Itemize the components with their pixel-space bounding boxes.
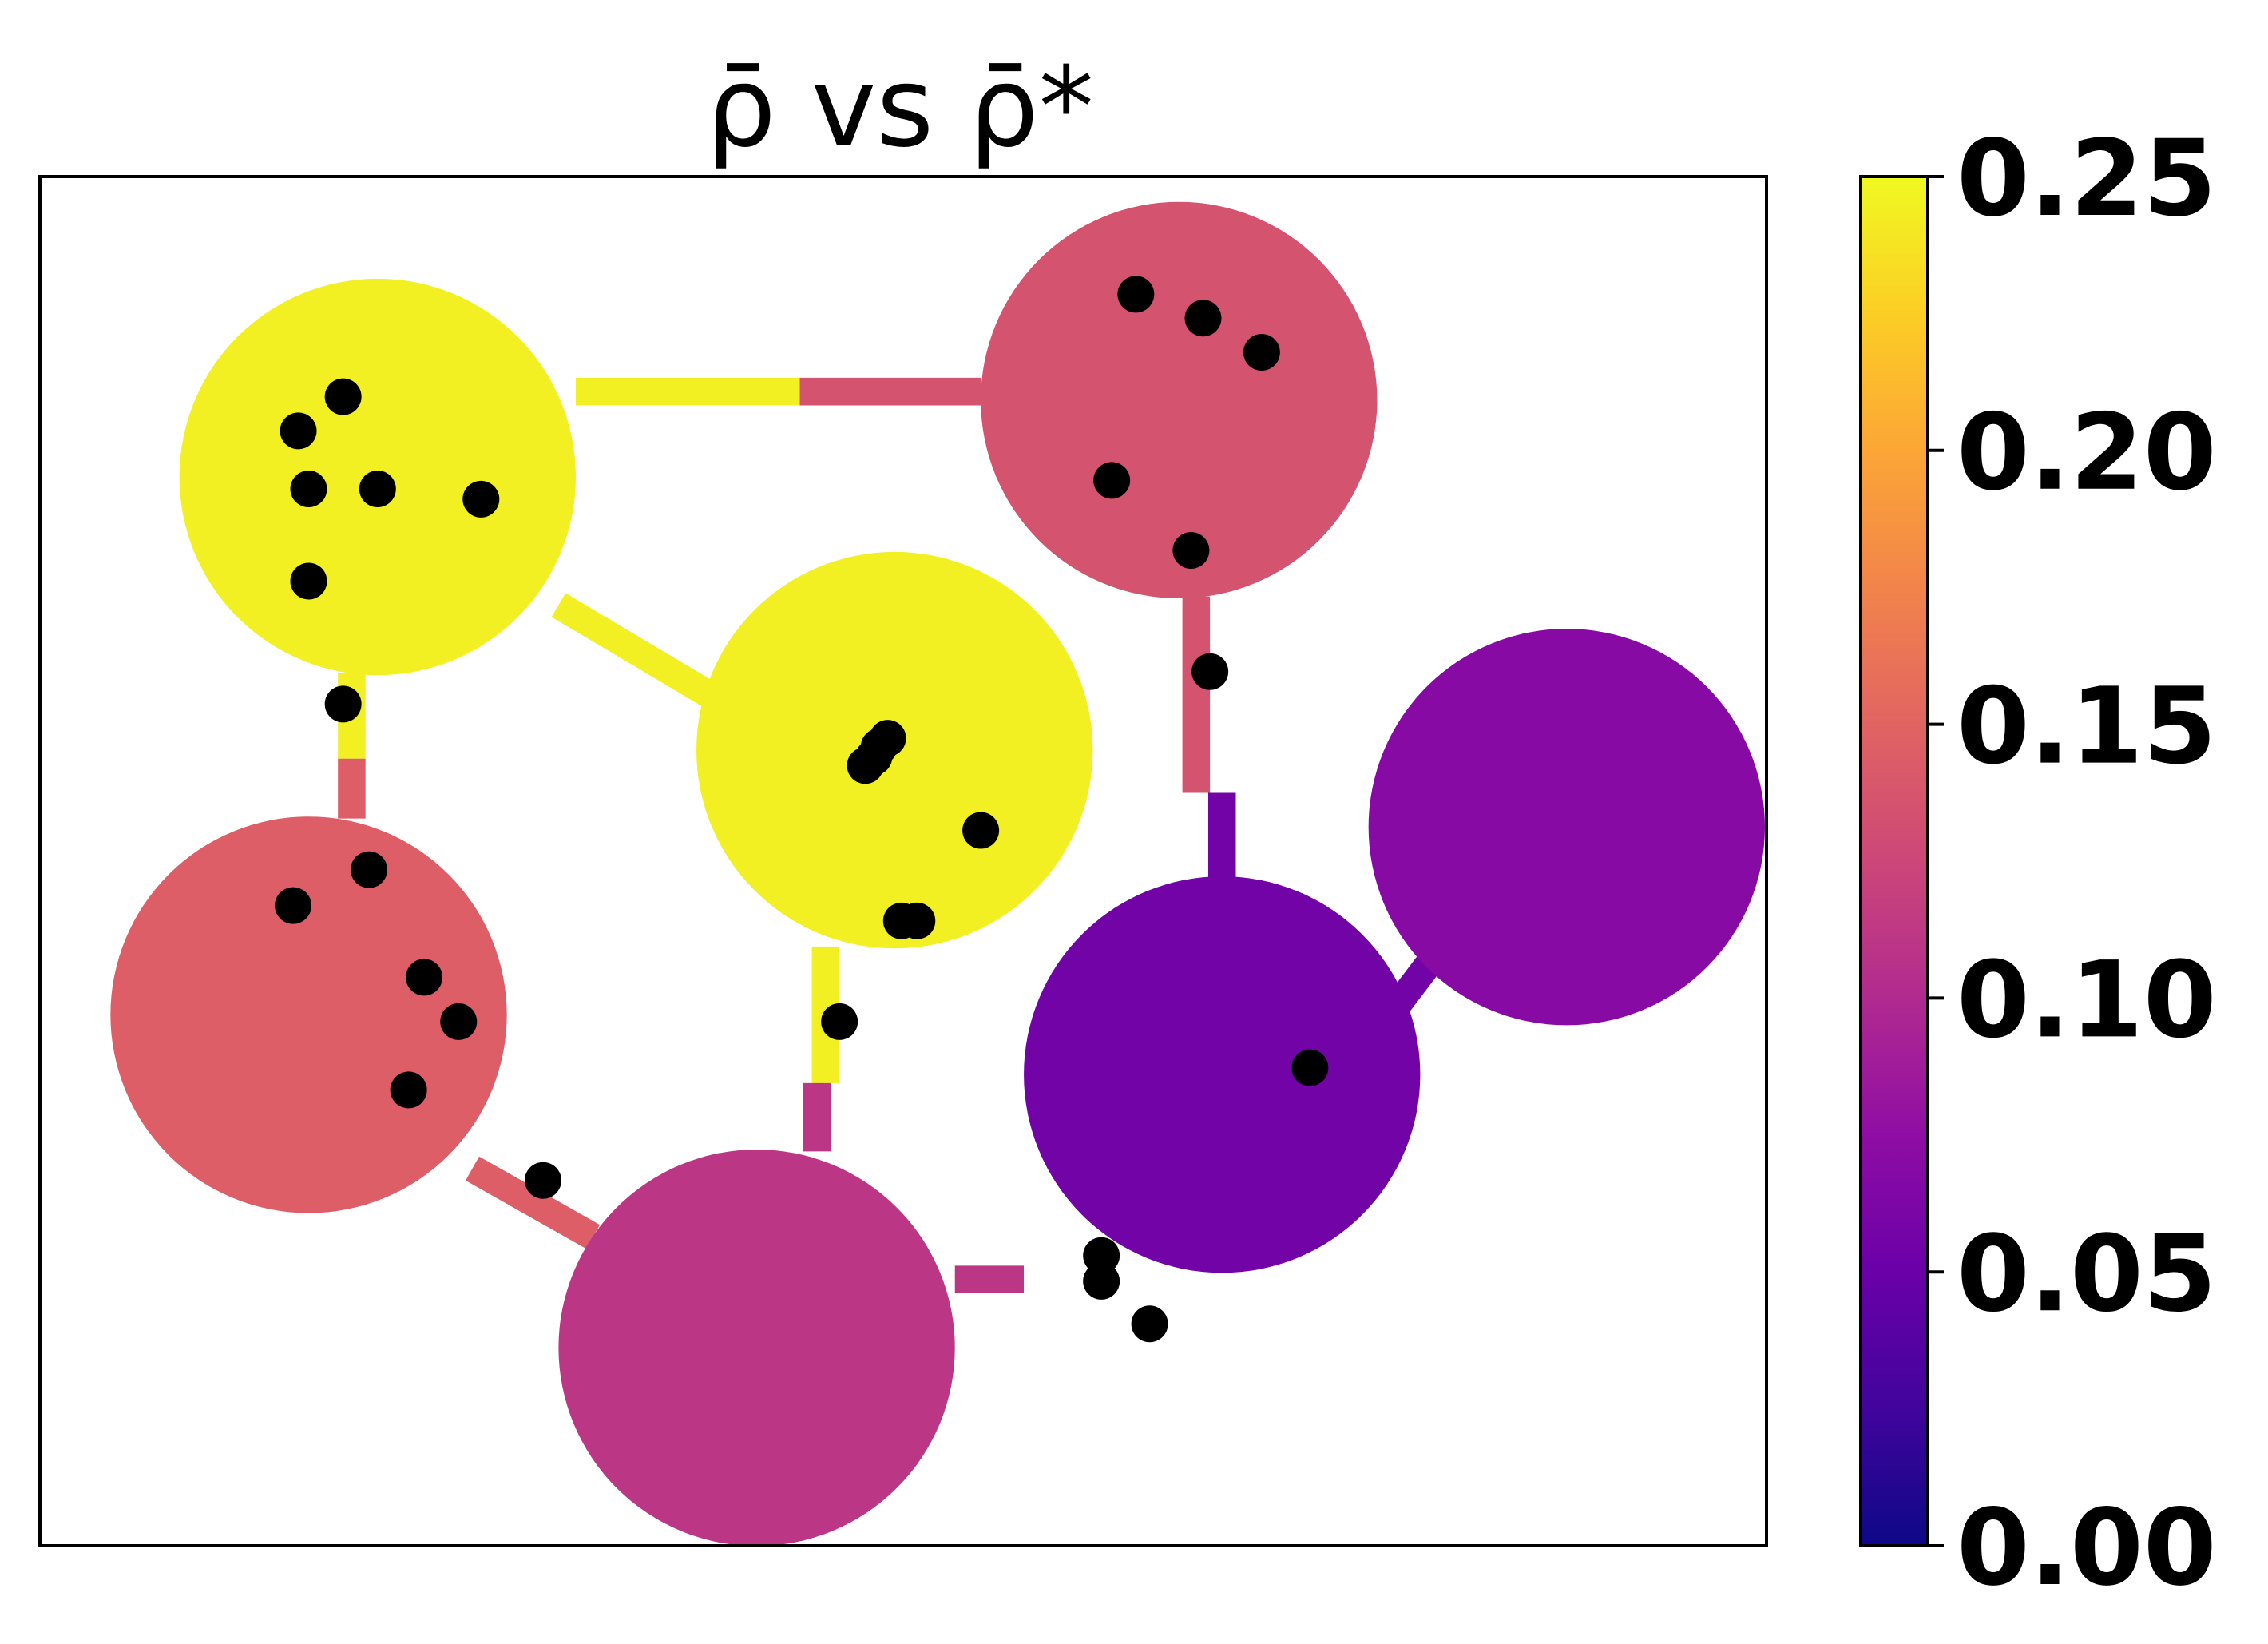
region-B xyxy=(981,201,1378,599)
point-24 xyxy=(390,1071,427,1109)
point-1 xyxy=(280,412,317,450)
point-10 xyxy=(1172,531,1210,569)
colorbar-tick-label-3: 0.15 xyxy=(1957,665,2217,788)
point-12 xyxy=(1191,653,1229,690)
point-29 xyxy=(1083,1262,1120,1300)
point-23 xyxy=(440,1003,478,1040)
plot-area xyxy=(110,201,1765,1544)
colorbar-tick-label-0: 0.00 xyxy=(1957,1487,2217,1610)
point-7 xyxy=(1184,300,1222,337)
colorbar-tick-label-4: 0.20 xyxy=(1957,391,2217,514)
channel-10 xyxy=(465,1156,601,1249)
channel-2 xyxy=(551,593,739,720)
point-25 xyxy=(821,1003,858,1040)
colorbar-tick-label-5: 0.25 xyxy=(1957,117,2217,240)
colorbar-tick-label-1: 0.05 xyxy=(1957,1213,2217,1336)
point-9 xyxy=(1093,462,1131,499)
region-E xyxy=(110,816,507,1213)
colorbar-tick-label-2: 0.10 xyxy=(1957,939,2217,1062)
point-17 xyxy=(962,812,1000,849)
point-26 xyxy=(1291,1049,1329,1086)
point-8 xyxy=(1243,334,1280,371)
point-22 xyxy=(406,959,443,996)
point-0 xyxy=(324,378,362,415)
point-2 xyxy=(290,471,327,508)
colorbar: 0.00 0.05 0.10 0.15 0.20 0.25 xyxy=(1859,117,2217,1610)
colorbar-frame xyxy=(1859,175,1929,1547)
point-11 xyxy=(324,685,362,723)
point-5 xyxy=(290,562,327,600)
point-27 xyxy=(524,1162,561,1199)
point-20 xyxy=(351,851,388,888)
axes-frame xyxy=(38,175,1768,1547)
point-30 xyxy=(1131,1305,1168,1343)
chart-title: ρ̄ vs ρ̄* xyxy=(706,43,1094,172)
point-3 xyxy=(359,471,396,508)
point-16 xyxy=(847,747,884,784)
point-4 xyxy=(462,480,500,518)
point-6 xyxy=(1117,276,1155,313)
region-F xyxy=(1024,876,1421,1273)
region-G xyxy=(558,1150,955,1544)
point-21 xyxy=(275,887,312,924)
region-D xyxy=(1368,629,1765,1026)
point-19 xyxy=(898,902,936,939)
colorbar-gradient xyxy=(1861,177,1928,1546)
point-28 xyxy=(1083,1237,1120,1274)
